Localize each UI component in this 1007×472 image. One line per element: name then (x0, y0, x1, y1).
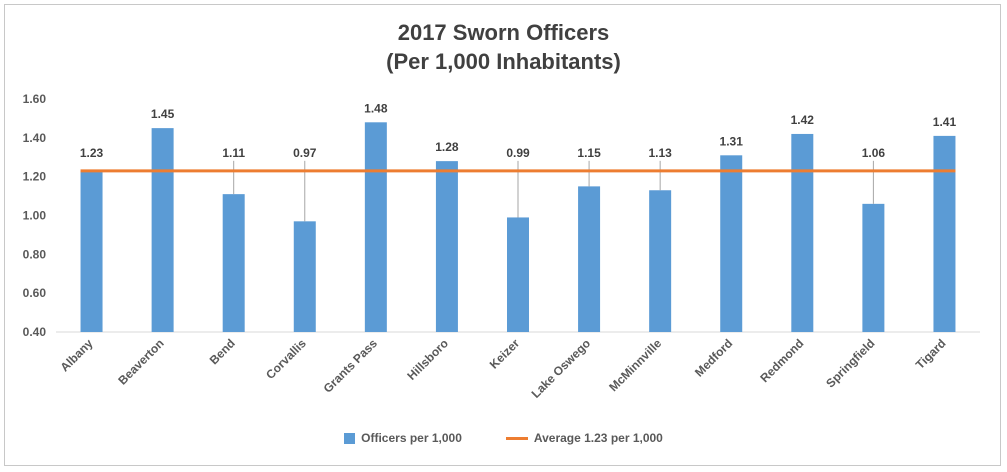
bar (933, 135, 956, 332)
x-tick-label: Bend (207, 336, 238, 367)
data-label: 0.99 (506, 146, 530, 160)
bar (862, 203, 885, 332)
bar-chart: 0.40 0.60 0.80 1.00 1.20 1.40 1.60 1.23 Albany 1.… (23, 92, 980, 401)
x-tick-label: Tigard (913, 336, 949, 372)
y-tick-label: 0.60 (23, 286, 47, 300)
bar (435, 161, 458, 332)
bar (222, 194, 245, 332)
y-tick-label: 0.40 (23, 325, 47, 339)
legend-label-average: Average 1.23 per 1,000 (533, 431, 663, 445)
bar (80, 170, 103, 332)
bar (720, 155, 743, 332)
x-tick-label: Grants Pass (321, 336, 381, 396)
bar (507, 217, 529, 332)
data-label: 1.06 (862, 146, 886, 160)
x-tick-label: Albany (57, 336, 95, 374)
x-tick-label: McMinnville (606, 336, 664, 394)
x-tick-label: Beaverton (115, 336, 166, 387)
chart-title-line1: 2017 Sworn Officers (397, 20, 610, 45)
data-label: 1.13 (648, 146, 672, 160)
bar (578, 186, 601, 332)
chart-title: 2017 Sworn Officers (Per 1,000 Inhabitan… (0, 18, 1007, 76)
y-tick-label: 1.40 (23, 131, 47, 145)
x-tick-label: Keizer (487, 336, 523, 372)
data-label: 1.48 (364, 101, 388, 115)
data-label: 1.45 (151, 107, 175, 121)
data-label: 1.11 (222, 146, 245, 160)
y-tick-label: 1.20 (23, 170, 47, 184)
data-label: 0.97 (293, 146, 317, 160)
x-tick-label: Medford (692, 336, 735, 379)
x-tick-label: Lake Oswego (529, 336, 594, 401)
bar (151, 128, 174, 332)
data-label: 1.41 (933, 115, 957, 129)
chart-title-line2: (Per 1,000 Inhabitants) (386, 49, 621, 74)
x-tick-label: Corvallis (263, 336, 309, 382)
bar (649, 190, 672, 332)
data-label: 1.31 (720, 134, 744, 148)
x-tick-label: Springfield (823, 336, 877, 390)
legend: Officers per 1,000 Average 1.23 per 1,00… (0, 428, 1007, 448)
y-tick-label: 0.80 (23, 247, 47, 261)
x-tick-label: Redmond (757, 336, 806, 385)
y-tick-label: 1.00 (23, 209, 47, 223)
x-tick-label: Hillsboro (404, 336, 451, 383)
data-label: 1.23 (80, 146, 104, 160)
legend-swatch-bar (344, 432, 356, 444)
legend-swatch-line (505, 436, 528, 440)
legend-item-officers: Officers per 1,000 (344, 431, 462, 445)
data-label: 1.42 (791, 113, 815, 127)
bar (293, 221, 316, 332)
legend-item-average: Average 1.23 per 1,000 (505, 431, 663, 445)
data-label: 1.28 (435, 140, 459, 154)
y-tick-label: 1.60 (23, 92, 47, 106)
data-label: 1.15 (577, 146, 601, 160)
bar (791, 133, 814, 332)
bar (364, 122, 387, 332)
legend-label-officers: Officers per 1,000 (361, 431, 462, 445)
